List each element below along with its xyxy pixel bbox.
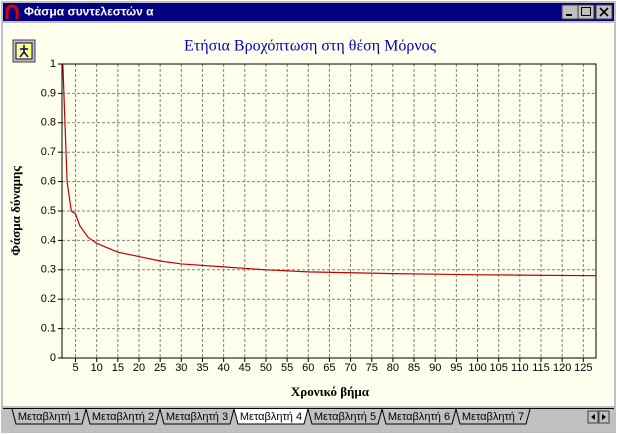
toolbar-icon-figure [19, 45, 29, 58]
tab[interactable]: Μεταβλητή 1 [11, 408, 87, 425]
tab-label: Μεταβλητή 6 [388, 411, 450, 423]
y-tick-label: 0.6 [41, 176, 56, 188]
tab-shape [159, 408, 235, 425]
x-tick-label: 105 [489, 362, 507, 374]
data-line [62, 63, 597, 277]
tab-shape [307, 408, 383, 425]
x-tick-label: 50 [260, 362, 272, 374]
y-axis-label: Φάσμα δύναμης [8, 166, 23, 256]
x-tick-label: 60 [302, 362, 314, 374]
x-tick-label: 70 [344, 362, 356, 374]
y-tick-label: 0.5 [41, 205, 56, 217]
minimize-button[interactable] [561, 4, 579, 20]
window-title: Φάσμα συντελεστών α [24, 5, 154, 19]
title-bar [3, 3, 614, 21]
tab-label: Μεταβλητή 4 [240, 411, 302, 423]
tab-shape [381, 408, 457, 425]
chart-title: Ετήσια Βροχόπτωση στη θέση Μόρνος [184, 38, 437, 55]
y-tick-label: 0.4 [41, 234, 56, 246]
x-tick-label: 120 [553, 362, 571, 374]
window-buttons [561, 4, 613, 20]
tab-shape [455, 408, 531, 425]
tab[interactable]: Μεταβλητή 2 [85, 408, 161, 425]
x-tick-label: 80 [387, 362, 399, 374]
x-tick-label: 90 [429, 362, 441, 374]
tab-scroll-arrows [591, 414, 606, 420]
tab[interactable]: Μεταβλητή 5 [307, 408, 383, 425]
x-axis-label: Χρονικό βήμα [291, 384, 370, 399]
y-tick-label: 0.2 [41, 293, 56, 305]
tab-label: Μεταβλητή 5 [314, 411, 376, 423]
tab-shape [85, 408, 161, 425]
x-tick-label: 110 [511, 362, 529, 374]
y-tick-label: 0.1 [41, 323, 56, 335]
x-tick-label: 20 [133, 362, 145, 374]
minimize-glyph [566, 14, 572, 16]
y-tick-label: 0 [50, 352, 56, 364]
tab-label: Μεταβλητή 3 [166, 411, 228, 423]
tab[interactable]: Μεταβλητή 4 [233, 408, 309, 425]
tab[interactable]: Μεταβλητή 3 [159, 408, 235, 425]
close-glyph [599, 7, 609, 17]
plot-border [61, 63, 597, 359]
x-tick-label: 15 [112, 362, 124, 374]
x-tick-label: 55 [281, 362, 293, 374]
y-tick-label: 0.8 [41, 117, 56, 129]
x-tick-label: 30 [175, 362, 187, 374]
x-tick-label: 10 [91, 362, 103, 374]
x-tick-label: 115 [532, 362, 550, 374]
tab[interactable]: Μεταβλητή 7 [455, 408, 531, 425]
x-tick-label: 95 [450, 362, 462, 374]
y-tick-label: 1 [50, 58, 56, 70]
x-tick-label: 75 [366, 362, 378, 374]
maximize-glyph [581, 7, 591, 16]
tab-label: Μεταβλητή 2 [92, 411, 154, 423]
tab-label: Μεταβλητή 1 [18, 411, 80, 423]
y-tick-label: 0.7 [41, 146, 56, 158]
x-tick-label: 5 [72, 362, 78, 374]
x-tick-label: 25 [154, 362, 166, 374]
x-tick-label: 85 [408, 362, 420, 374]
app-icon [5, 4, 19, 19]
x-tick-label: 65 [323, 362, 335, 374]
x-tick-label: 125 [574, 362, 592, 374]
tab-shape [233, 408, 309, 425]
y-tick-label: 0.9 [41, 87, 56, 99]
x-tick-label: 45 [239, 362, 251, 374]
y-tick-label: 0.3 [41, 264, 56, 276]
x-tick-label: 35 [196, 362, 208, 374]
tab-shape [11, 408, 87, 425]
tab[interactable]: Μεταβλητή 6 [381, 408, 457, 425]
x-tick-label: 40 [218, 362, 230, 374]
tab-label: Μεταβλητή 7 [462, 411, 524, 423]
x-tick-label: 100 [468, 362, 486, 374]
